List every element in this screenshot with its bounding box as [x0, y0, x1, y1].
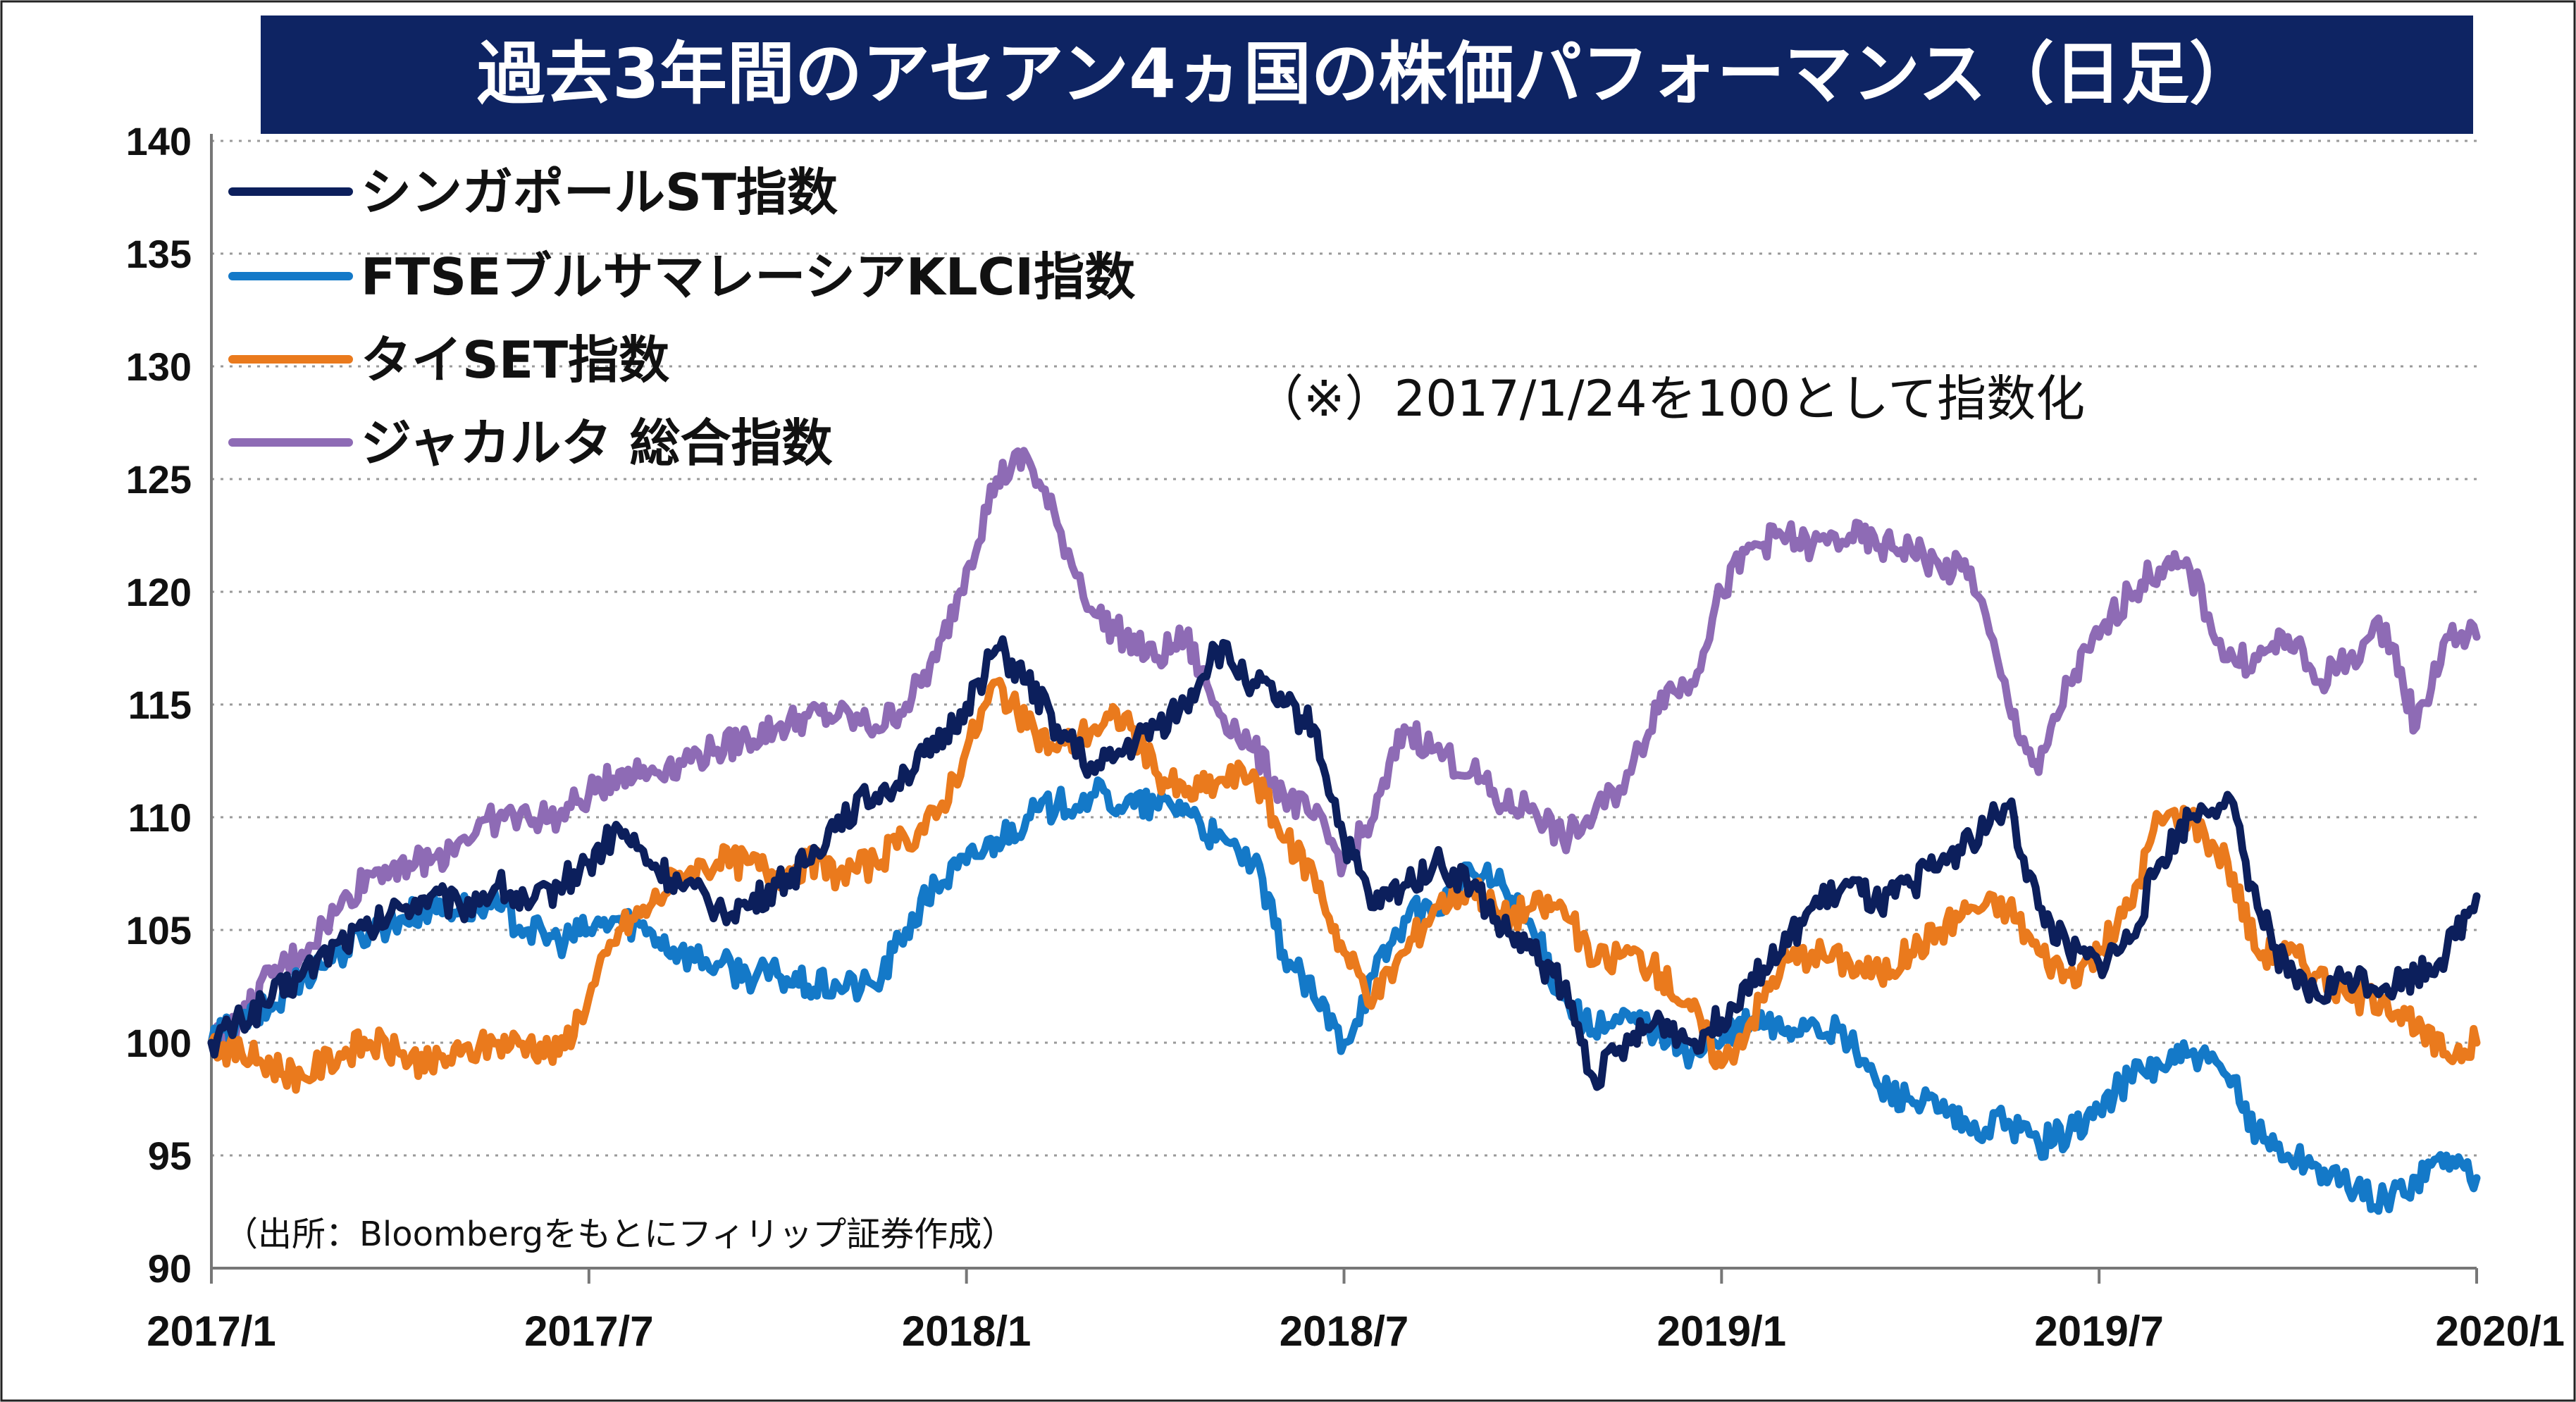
y-tick-label: 100 [126, 1021, 192, 1065]
y-tick-label: 125 [126, 457, 192, 502]
index-note: （※）2017/1/24を100として指数化 [1254, 370, 2085, 428]
y-axis-ticks: 90 95 100 105 110 115 120 125 130 135 140 [126, 119, 192, 1291]
y-tick-label: 130 [126, 345, 192, 389]
title-banner [261, 15, 2473, 134]
y-tick-label: 105 [126, 908, 192, 953]
legend-label: FTSEブルサマレーシアKLCI指数 [361, 247, 1135, 306]
x-tick-label: 2020/1 [2435, 1308, 2565, 1355]
x-tick-label: 2018/7 [1280, 1308, 1409, 1355]
y-tick-label: 90 [148, 1246, 192, 1291]
legend: シンガポールST指数 FTSEブルサマレーシアKLCI指数タイSET指数ジャカルタ… [228, 163, 1135, 473]
y-tick-label: 115 [128, 683, 192, 727]
series-line-1 [207, 776, 2481, 1215]
x-tick-label: 2019/1 [1657, 1308, 1787, 1355]
series-lines [207, 447, 2481, 1215]
legend-label: タイSET指数 [361, 330, 669, 390]
legend-label: ジャカルタ 総合指数 [361, 414, 832, 473]
y-tick-label: 135 [126, 232, 192, 276]
y-tick-label: 140 [126, 119, 192, 163]
y-tick-label: 110 [128, 795, 192, 840]
x-tick-label: 2017/1 [147, 1308, 276, 1355]
series-line-2 [207, 676, 2481, 1094]
x-tick-label: 2019/7 [2034, 1308, 2164, 1355]
x-tick-label: 2017/7 [524, 1308, 654, 1355]
chart-title: 過去3年間のアセアン4ヵ国の株価パフォーマンス（日足） [477, 35, 2257, 113]
x-tick-label: 2018/1 [902, 1308, 1032, 1355]
series-line-0 [207, 635, 2481, 1091]
y-tick-label: 120 [126, 570, 192, 614]
source-note: （出所：Bloombergをもとにフィリップ証券作成） [224, 1215, 1015, 1254]
x-axis-ticks: 2017/1 2017/7 2018/1 2018/7 2019/1 2019/7 2020… [147, 1268, 2565, 1355]
legend-label: シンガポールST指数 [361, 163, 838, 222]
y-tick-label: 95 [148, 1134, 192, 1178]
grid-lines [211, 139, 2477, 1157]
